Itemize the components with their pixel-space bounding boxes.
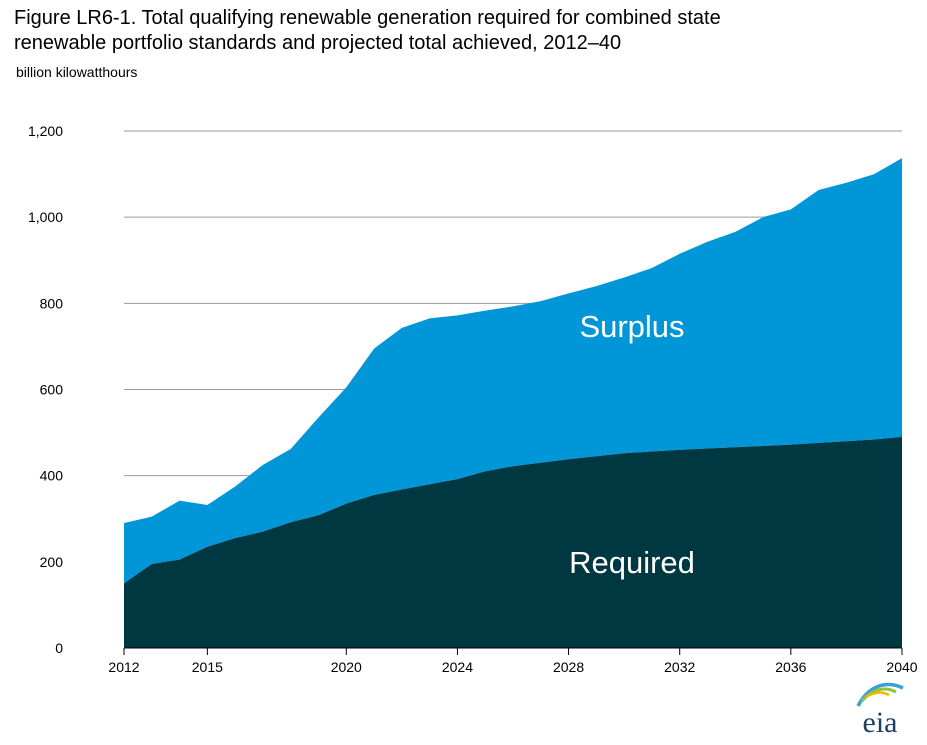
chart-areas bbox=[124, 158, 902, 648]
chart-title: Figure LR6-1. Total qualifying renewable… bbox=[14, 6, 914, 56]
x-tick-label: 2036 bbox=[775, 659, 806, 675]
y-tick-label: 1,200 bbox=[28, 123, 63, 139]
x-tick-label: 2024 bbox=[442, 659, 473, 675]
x-tick-label: 2012 bbox=[108, 659, 139, 675]
surplus-area bbox=[124, 158, 902, 584]
x-tick-label: 2032 bbox=[664, 659, 695, 675]
x-tick-label: 2020 bbox=[331, 659, 362, 675]
y-axis-unit-label: billion kilowatthours bbox=[16, 64, 138, 80]
logo-swoosh-yellow bbox=[865, 691, 890, 699]
chart-labels: 0 200 400 600 800 1,000 1,200 2012 2015 2020 2024 2… bbox=[28, 123, 918, 675]
eia-logo: eia bbox=[856, 682, 904, 739]
logo-swoosh-green bbox=[860, 687, 897, 702]
y-tick-label: 600 bbox=[40, 382, 64, 398]
x-axis bbox=[123, 647, 903, 655]
x-tick-label: 2015 bbox=[192, 659, 223, 675]
logo-swoosh-blue bbox=[856, 682, 904, 707]
y-tick-label: 1,000 bbox=[28, 209, 63, 225]
x-tick-label: 2028 bbox=[553, 659, 584, 675]
y-tick-label: 800 bbox=[40, 295, 64, 311]
chart-title-line-1: Figure LR6-1. Total qualifying renewable… bbox=[14, 7, 721, 29]
required-area bbox=[124, 436, 902, 648]
x-tick-label: 2040 bbox=[886, 659, 917, 675]
logo-wordmark: eia bbox=[863, 706, 898, 739]
y-tick-label: 0 bbox=[55, 640, 63, 656]
series-label-surplus: Surplus bbox=[579, 309, 684, 344]
y-tick-label: 400 bbox=[40, 468, 64, 484]
chart-title-line-2: renewable portfolio standards and projec… bbox=[14, 32, 622, 54]
series-label-required: Required bbox=[569, 545, 695, 580]
y-tick-label: 200 bbox=[40, 554, 64, 570]
